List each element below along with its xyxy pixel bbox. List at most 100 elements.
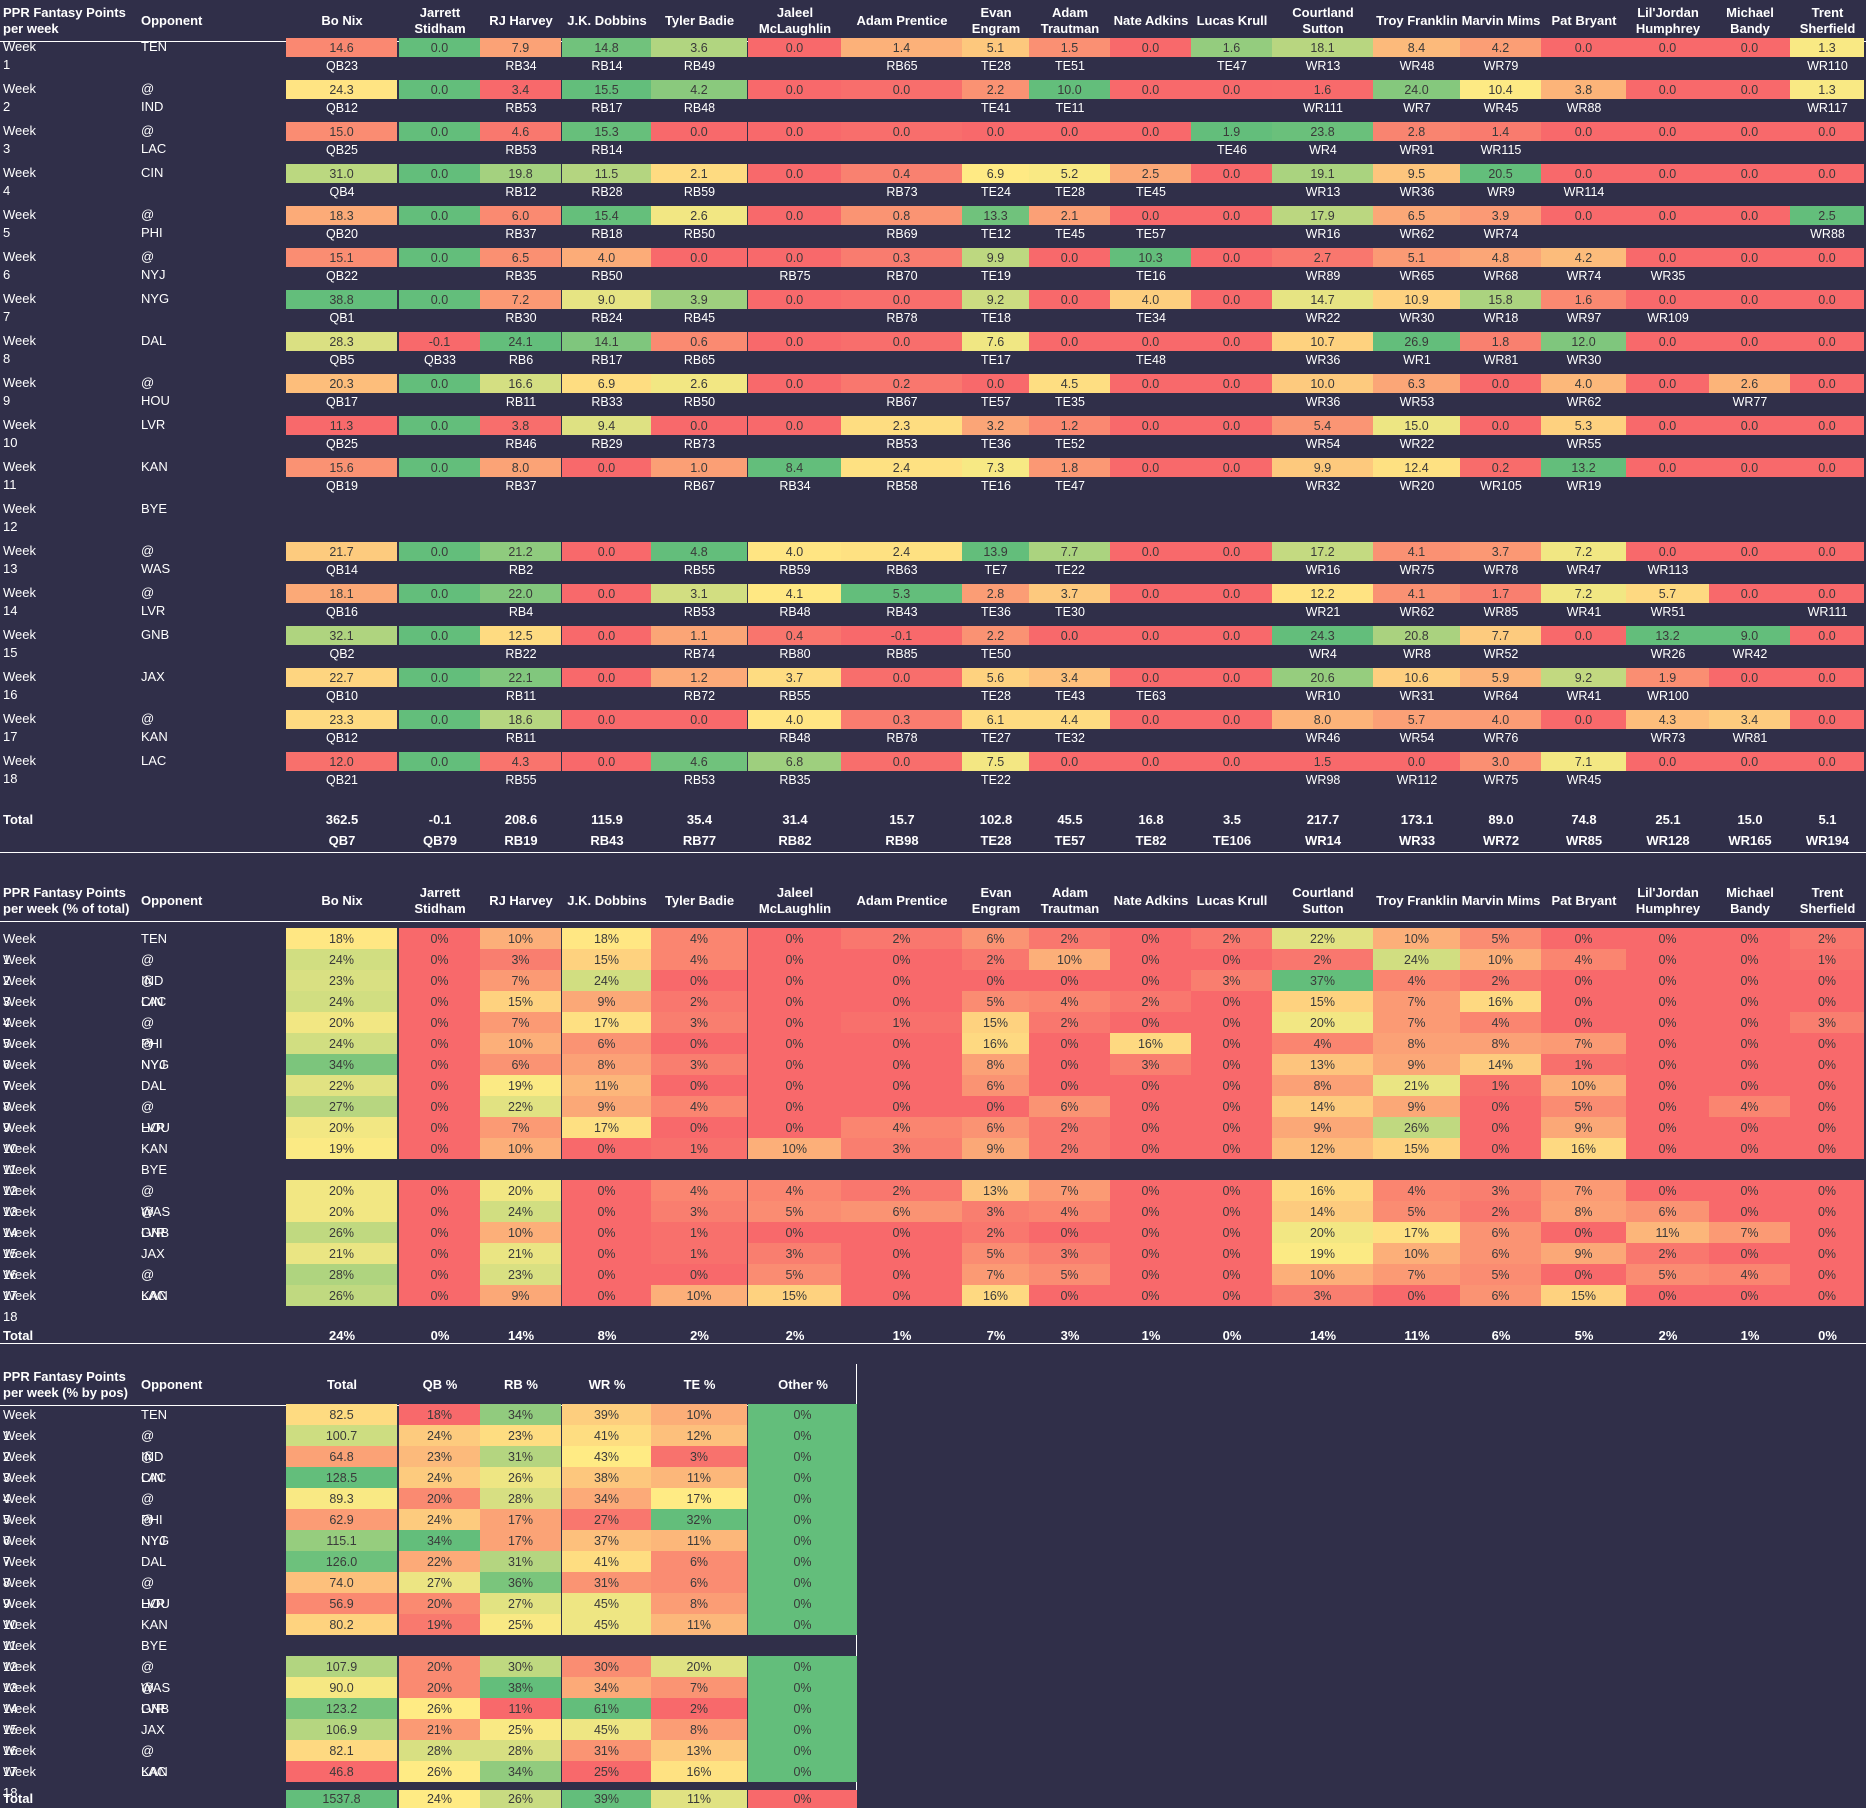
row-label-week: Week 6 [3, 1512, 36, 1548]
share-cell: 0% [1110, 1180, 1191, 1201]
rank-label: TE28 [981, 689, 1011, 703]
total-value: 16.8 [1138, 812, 1164, 827]
total-rank: TE57 [1054, 833, 1086, 848]
rank-label: WR42 [1732, 647, 1768, 661]
points-cell: 1.2 [651, 668, 747, 687]
column-header-michael-bandy: Michael Bandy [1726, 885, 1774, 916]
points-cell: 0.0 [1191, 584, 1272, 603]
rank-label: WR46 [1305, 731, 1341, 745]
rank-label: WR51 [1650, 605, 1686, 619]
position-cell: 0% [748, 1719, 857, 1740]
share-cell: 0% [841, 970, 962, 991]
rank-label: TE17 [981, 353, 1011, 367]
share-cell: 6% [1029, 1096, 1110, 1117]
column-header-marvin-mims: Marvin Mims [1461, 13, 1541, 28]
points-cell: 0.0 [399, 752, 480, 771]
share-cell: 0% [399, 1096, 480, 1117]
share-cell: 0% [1110, 1264, 1191, 1285]
share-cell: 0% [748, 970, 841, 991]
row-label-opponent: @ HOU [141, 1099, 170, 1135]
share-cell: 0% [1790, 1243, 1864, 1264]
rank-label: QB23 [326, 59, 358, 73]
row-label-opponent: @ PHI [141, 1491, 163, 1527]
column-header-troy-franklin: Troy Franklin [1376, 13, 1458, 28]
points-cell: 4.8 [651, 542, 747, 561]
points-cell: 0.0 [1029, 626, 1110, 645]
position-cell: 100.7 [286, 1425, 397, 1446]
rank-label: RB55 [779, 689, 811, 703]
total-value: 11% [1404, 1328, 1430, 1343]
points-cell: 14.8 [562, 38, 651, 57]
rank-label: RB6 [508, 353, 534, 367]
rank-label: WR76 [1483, 731, 1519, 745]
share-cell: 8% [1541, 1201, 1626, 1222]
column-header-rj-harvey: RJ Harvey [489, 13, 553, 28]
share-cell: 5% [748, 1201, 841, 1222]
points-cell: 0.0 [1541, 38, 1626, 57]
total-rank: TE28 [980, 833, 1012, 848]
total-value: 15.0 [1737, 812, 1763, 827]
points-cell: 24.0 [1373, 80, 1460, 99]
position-cell: 31% [562, 1740, 651, 1761]
share-cell: 0% [1790, 1264, 1864, 1285]
share-cell: 10% [1373, 928, 1460, 949]
share-cell: 0% [1029, 970, 1110, 991]
share-cell: 4% [1029, 991, 1110, 1012]
rank-label: RB35 [779, 773, 811, 787]
share-cell: 0% [1790, 1117, 1864, 1138]
share-cell: 5% [748, 1264, 841, 1285]
row-label-week: Week 7 [3, 1533, 36, 1569]
share-cell: 4% [1541, 949, 1626, 970]
row-label-week: Week 11 [3, 459, 36, 492]
position-cell: 43% [562, 1446, 651, 1467]
share-cell: 0% [1790, 1054, 1864, 1075]
total-value: 3% [1060, 1328, 1080, 1343]
row-label-week: Week 5 [3, 1491, 36, 1527]
total-value: 6% [1491, 1328, 1511, 1343]
points-cell: 10.6 [1373, 668, 1460, 687]
rank-label: WR105 [1480, 479, 1522, 493]
total-value: 45.5 [1057, 812, 1083, 827]
position-cell: 89.3 [286, 1488, 397, 1509]
points-cell: 3.4 [1029, 668, 1110, 687]
share-cell: 2% [1110, 991, 1191, 1012]
rank-label: RB28 [591, 185, 623, 199]
rank-label: WR111 [1303, 101, 1343, 115]
share-cell: 0% [1790, 1096, 1864, 1117]
column-header-wr: WR % [588, 1377, 626, 1392]
points-cell: 2.3 [841, 416, 962, 435]
rank-label: TE52 [1055, 437, 1085, 451]
points-cell: 3.4 [1709, 710, 1790, 729]
points-cell: 0.0 [651, 122, 747, 141]
row-label-opponent: TEN [141, 931, 167, 946]
row-label-opponent: LVR [141, 1120, 166, 1135]
points-cell: 1.6 [1541, 290, 1626, 309]
points-cell: 8.4 [1373, 38, 1460, 57]
share-cell: 0% [1191, 1075, 1272, 1096]
share-cell: 10% [748, 1138, 841, 1159]
points-cell: 0.0 [1541, 710, 1626, 729]
points-cell: 1.1 [651, 626, 747, 645]
row-label-opponent: @ LAC [141, 1449, 167, 1485]
points-cell: 20.6 [1272, 668, 1373, 687]
share-cell: 24% [286, 1033, 397, 1054]
share-cell: 7% [1373, 1012, 1460, 1033]
rank-label: RB74 [683, 647, 716, 661]
rank-label: WR30 [1399, 311, 1435, 325]
share-cell: 0% [748, 1096, 841, 1117]
share-cell: 0% [841, 1033, 962, 1054]
rank-label: WR114 [1563, 185, 1605, 199]
share-cell: 2% [1029, 1012, 1110, 1033]
points-cell: 4.5 [1029, 374, 1110, 393]
column-header-marvin-mims: Marvin Mims [1461, 893, 1541, 908]
rank-label: QB33 [424, 353, 456, 367]
rank-label: QB16 [326, 605, 358, 619]
points-cell: 18.3 [286, 206, 397, 225]
share-cell: 18% [562, 928, 651, 949]
points-cell: 0.0 [841, 668, 962, 687]
row-label-week: Week 17 [3, 1267, 36, 1303]
position-cell: 82.5 [286, 1404, 397, 1425]
position-cell: 27% [562, 1509, 651, 1530]
row-label-week: Week 14 [3, 1204, 36, 1240]
points-cell: 2.8 [1373, 122, 1460, 141]
